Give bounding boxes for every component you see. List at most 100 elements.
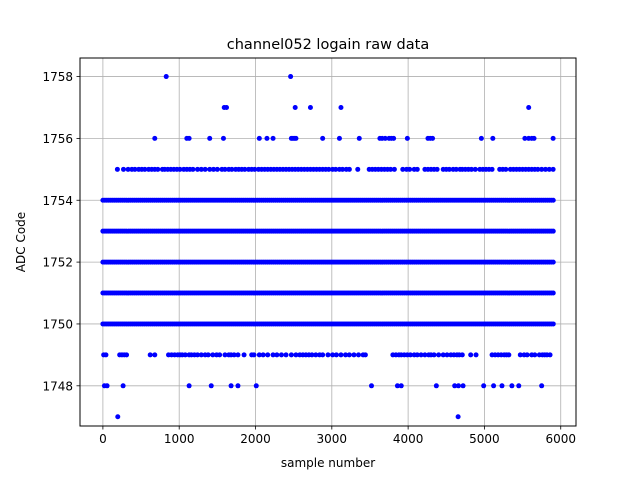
data-point: [490, 135, 496, 141]
data-point: [468, 352, 474, 358]
data-point: [547, 352, 553, 358]
data-point: [222, 166, 228, 172]
data-point: [208, 383, 214, 389]
data-point: [222, 352, 228, 358]
data-point: [142, 166, 148, 172]
y-axis-title: ADC Code: [14, 212, 28, 272]
data-point: [550, 166, 556, 172]
y-tick-label: 1754: [42, 194, 73, 208]
data-point: [124, 352, 130, 358]
data-point: [468, 166, 474, 172]
data-point: [535, 166, 541, 172]
data-point: [343, 352, 349, 358]
data-point: [391, 135, 397, 141]
data-point: [260, 352, 266, 358]
y-tick-label: 1752: [42, 256, 73, 270]
data-point: [120, 383, 126, 389]
data-point: [542, 166, 548, 172]
data-point: [506, 352, 512, 358]
data-point: [198, 166, 204, 172]
data-point: [351, 352, 357, 358]
data-point: [414, 166, 420, 172]
data-point: [256, 352, 262, 358]
data-point: [152, 352, 158, 358]
data-point: [217, 352, 223, 358]
data-point: [186, 135, 192, 141]
data-point: [431, 352, 437, 358]
data-point: [333, 166, 339, 172]
data-point: [473, 352, 479, 358]
data-point: [210, 352, 216, 358]
data-point: [517, 352, 523, 358]
data-point: [115, 414, 121, 420]
data-point: [211, 166, 217, 172]
data-point: [242, 166, 248, 172]
data-point: [147, 352, 153, 358]
data-point: [198, 352, 204, 358]
x-axis-title: sample number: [281, 456, 375, 470]
data-point: [132, 166, 138, 172]
data-point: [241, 352, 247, 358]
data-point: [526, 104, 532, 110]
data-point: [499, 383, 505, 389]
data-point: [407, 352, 413, 358]
data-point: [478, 135, 484, 141]
data-point: [288, 74, 294, 80]
data-point: [539, 383, 545, 389]
data-point: [104, 383, 110, 389]
data-point: [398, 383, 404, 389]
x-tick-label: 3000: [317, 432, 348, 446]
data-point: [460, 383, 466, 389]
data-point: [355, 166, 361, 172]
data-point: [550, 290, 556, 296]
data-point: [422, 352, 428, 358]
data-point: [195, 352, 201, 358]
axis-ticks: 0 1000 2000 3000 4000 5000 6000 1748 1750 1752 175…: [42, 70, 576, 446]
y-tick-label: 1750: [42, 317, 73, 331]
data-point: [503, 166, 509, 172]
data-point: [190, 166, 196, 172]
data-point: [550, 228, 556, 234]
data-point: [235, 383, 241, 389]
data-point: [205, 352, 211, 358]
data-point: [114, 166, 120, 172]
data-point: [368, 383, 374, 389]
data-point: [550, 259, 556, 265]
data-point: [253, 383, 259, 389]
data-point: [436, 352, 442, 358]
data-point: [407, 166, 413, 172]
data-point: [228, 383, 234, 389]
data-point: [278, 352, 284, 358]
x-tick-label: 0: [99, 432, 107, 446]
data-point: [531, 135, 537, 141]
data-point: [186, 383, 192, 389]
plot-frame: [79, 57, 577, 427]
data-point: [522, 135, 528, 141]
data-point: [550, 135, 556, 141]
data-point: [120, 166, 126, 172]
data-point: [455, 414, 461, 420]
x-tick-label: 1000: [164, 432, 195, 446]
data-point: [339, 166, 345, 172]
data-point: [163, 74, 169, 80]
data-point: [546, 166, 552, 172]
data-point: [274, 352, 280, 358]
data-point: [177, 166, 183, 172]
data-point: [336, 135, 342, 141]
data-point: [252, 166, 258, 172]
data-point: [224, 104, 230, 110]
data-point: [292, 104, 298, 110]
data-point: [400, 166, 406, 172]
data-point: [270, 135, 276, 141]
data-point: [539, 166, 545, 172]
chart-title: channel052 logain raw data: [227, 37, 429, 53]
y-tick-label: 1748: [42, 379, 73, 393]
data-point: [455, 383, 461, 389]
data-point: [356, 352, 362, 358]
data-point: [346, 166, 352, 172]
data-point: [270, 352, 276, 358]
data-point: [459, 352, 465, 358]
x-tick-label: 6000: [545, 432, 576, 446]
data-point: [430, 135, 436, 141]
